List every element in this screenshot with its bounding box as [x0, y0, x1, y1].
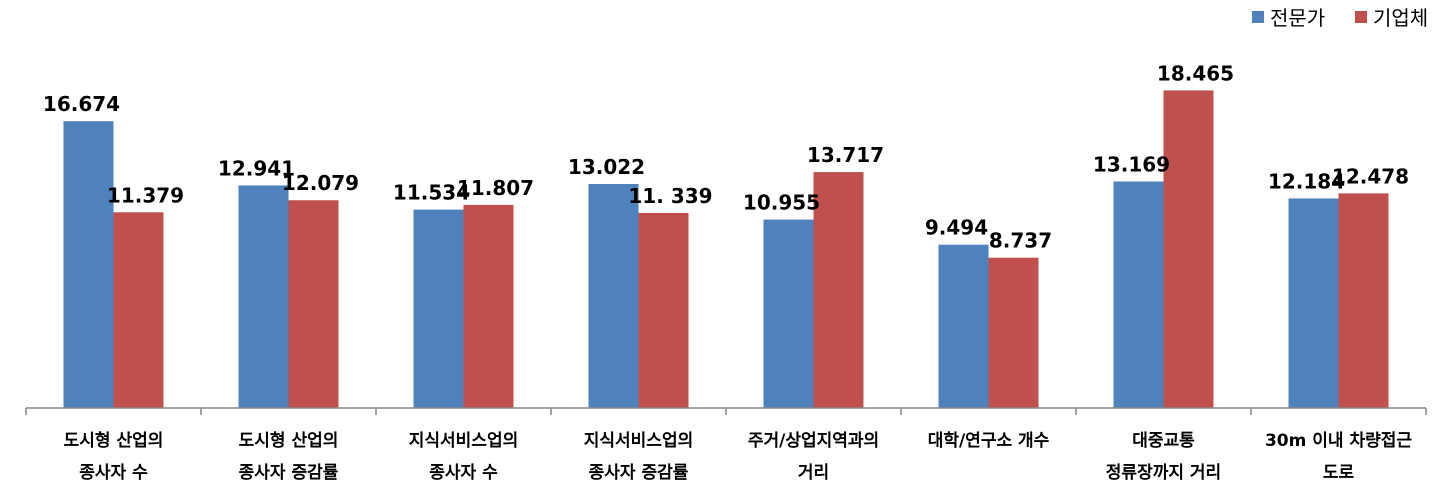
category-label: 지식서비스업의 — [409, 431, 518, 451]
category-label: 종사자 증감률 — [239, 463, 339, 483]
bar-expert — [938, 244, 989, 408]
bar-expert — [63, 121, 114, 408]
bar-expert — [238, 185, 289, 408]
value-label: 12.184 — [1268, 169, 1345, 193]
legend-swatch — [1252, 11, 1264, 23]
category-label: 도로 — [1323, 463, 1355, 483]
category-label: 도시형 산업의 — [239, 430, 339, 451]
bar-company — [463, 204, 514, 408]
value-label: 12.079 — [282, 171, 359, 195]
category-label: 종사자 수 — [79, 463, 148, 483]
value-label: 13.717 — [807, 143, 884, 167]
value-label: 12.941 — [218, 156, 295, 180]
bar-company — [1338, 193, 1389, 408]
category-label: 종사자 수 — [429, 463, 498, 483]
value-label: 11.807 — [457, 176, 534, 200]
bar-company — [288, 200, 339, 408]
category-label: 거리 — [798, 463, 829, 483]
bar-company — [1163, 90, 1214, 408]
value-label: 11. 339 — [628, 184, 712, 208]
bar-company — [113, 212, 164, 408]
category-label: 대학/연구소 개수 — [928, 431, 1050, 451]
category-label: 종사자 증감률 — [589, 463, 689, 483]
bar-expert — [588, 184, 639, 408]
bar-expert — [1288, 198, 1339, 408]
legend: 전문가 기업체 — [1252, 6, 1428, 30]
value-label: 11.534 — [393, 181, 470, 205]
value-label: 16.674 — [43, 92, 120, 116]
bar-expert — [763, 219, 814, 408]
legend-label: 전문가 — [1270, 6, 1325, 30]
category-label: 정류장까지 거리 — [1106, 463, 1221, 483]
bar-company — [813, 172, 864, 408]
value-label: 11.379 — [107, 183, 184, 207]
category-label: 30m 이내 차량접근 — [1265, 431, 1412, 451]
x-axis — [25, 407, 1427, 415]
bars-layer — [63, 90, 1389, 408]
bar-expert — [413, 209, 464, 408]
category-label: 주거/상업지역과의 — [748, 431, 879, 451]
bar-company — [988, 257, 1039, 408]
bar-company — [638, 212, 689, 408]
value-label: 13.022 — [568, 155, 645, 179]
value-label: 8.737 — [989, 229, 1052, 253]
value-label: 9.494 — [925, 216, 988, 240]
category-label: 도시형 산업의 — [64, 430, 164, 451]
legend-swatch — [1355, 11, 1367, 23]
legend-label: 기업체 — [1373, 6, 1428, 30]
bar-expert — [1113, 181, 1164, 408]
category-label: 지식서비스업의 — [584, 431, 693, 451]
value-label: 12.478 — [1332, 164, 1409, 188]
value-label: 18.465 — [1157, 61, 1234, 85]
value-label: 13.169 — [1093, 152, 1170, 176]
value-label: 10.955 — [743, 191, 820, 215]
category-label: 대중교통 — [1132, 431, 1195, 451]
